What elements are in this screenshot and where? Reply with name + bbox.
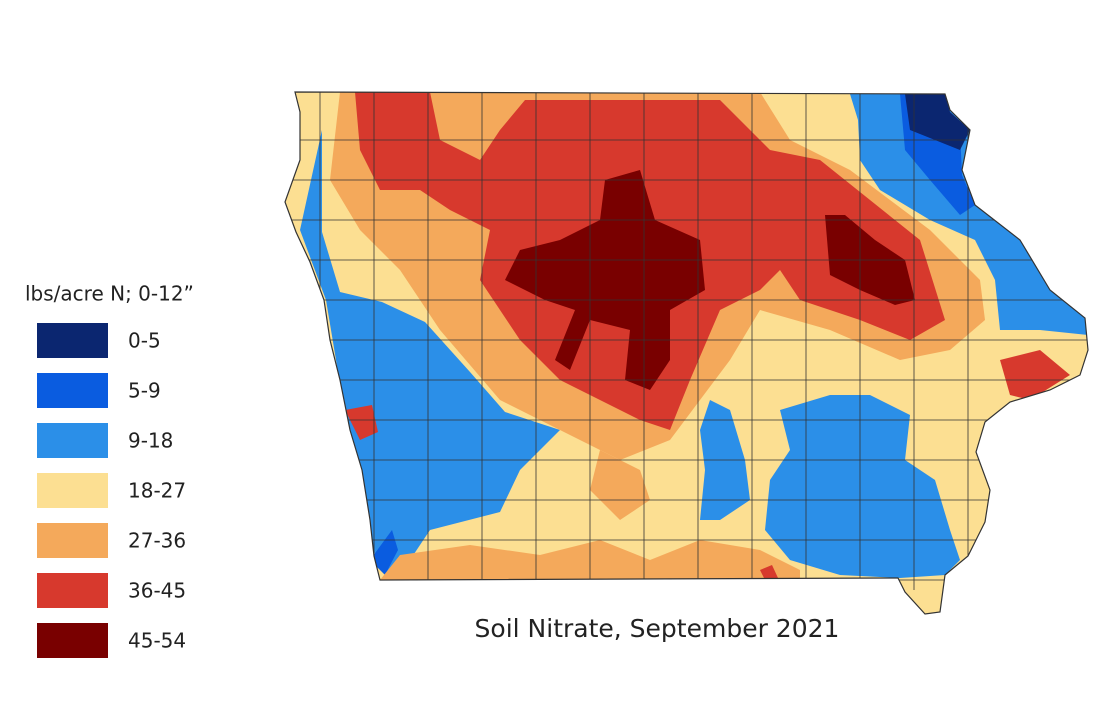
legend-label: 9-18 (128, 429, 173, 453)
legend-swatch (37, 523, 108, 558)
legend: 0-5 5-9 9-18 18-27 27-36 36-45 45-54 (37, 323, 186, 658)
zone-36-45 (760, 565, 778, 580)
legend-label: 45-54 (128, 629, 186, 653)
legend-swatch (37, 323, 108, 358)
map-title: Soil Nitrate, September 2021 (475, 614, 840, 643)
zone-36-45 (345, 405, 378, 440)
zone-9-18 (765, 395, 960, 578)
zone-36-45 (1000, 350, 1070, 400)
zone-27-36 (590, 450, 650, 520)
legend-swatch (37, 473, 108, 508)
zone-9-18 (300, 130, 560, 575)
legend-label: 27-36 (128, 529, 186, 553)
legend-label: 5-9 (128, 379, 161, 403)
legend-label: 18-27 (128, 479, 186, 503)
legend-swatch (37, 573, 108, 608)
legend-label: 36-45 (128, 579, 186, 603)
zone-5-9 (370, 530, 398, 575)
zone-45-54 (505, 170, 705, 390)
legend-swatch (37, 623, 108, 658)
legend-title: lbs/acre N; 0-12” (25, 282, 194, 306)
legend-swatch (37, 373, 108, 408)
legend-swatch (37, 423, 108, 458)
iowa-map (285, 92, 1088, 614)
legend-label: 0-5 (128, 329, 161, 353)
zone-0-5 (905, 94, 970, 150)
